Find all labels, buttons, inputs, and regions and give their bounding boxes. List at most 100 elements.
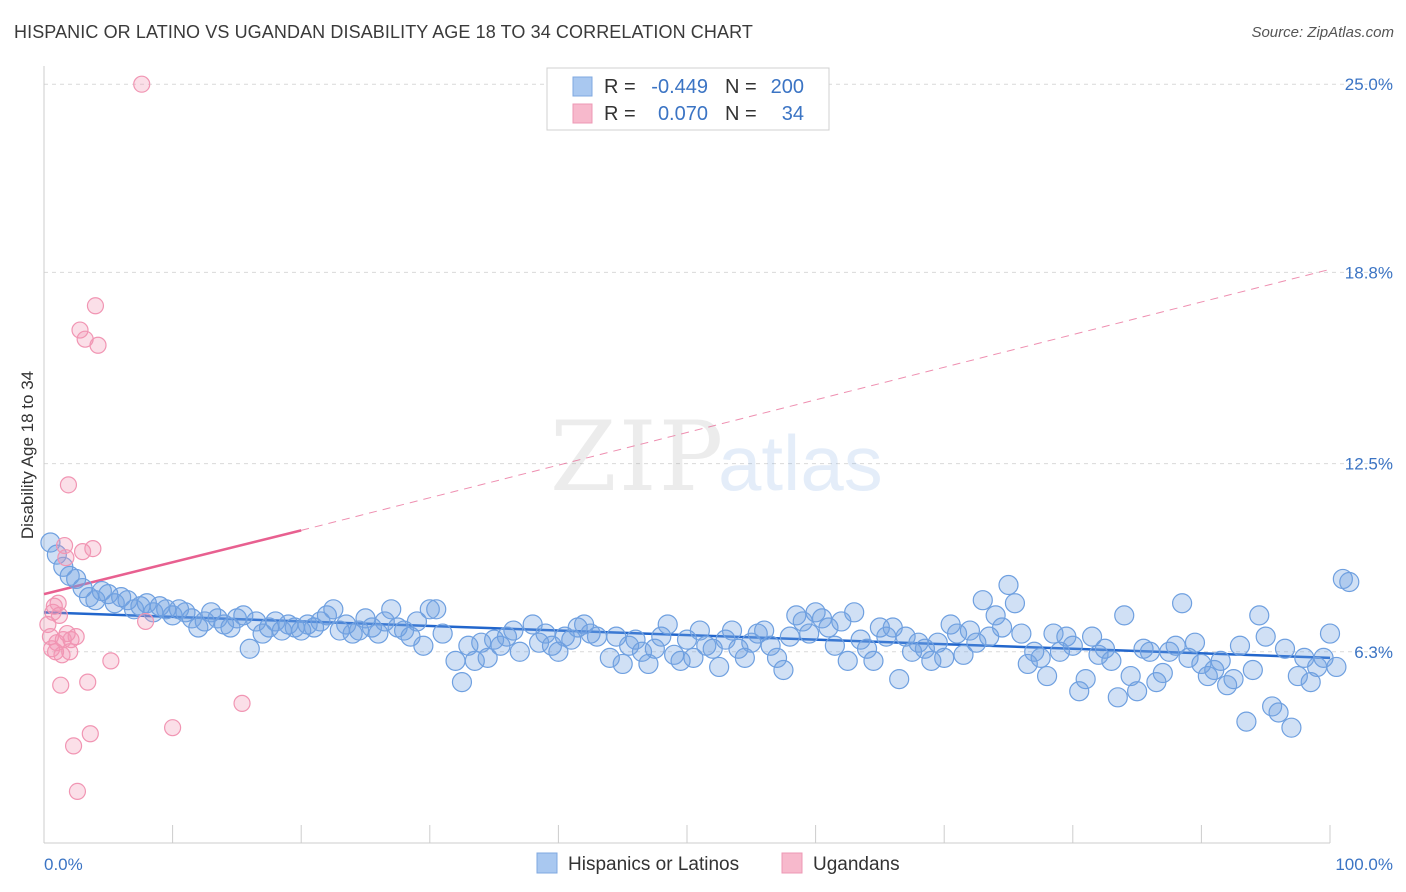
bottom-legend-swatch-blue — [536, 852, 558, 874]
legend-r-label-1: R = — [604, 76, 636, 98]
hispanic-point-160 — [1088, 644, 1109, 665]
hispanic-point-64 — [458, 635, 479, 656]
source-label: Source: ZipAtlas.com — [1251, 24, 1394, 41]
hispanic-point-23 — [188, 617, 209, 638]
hispanic-point-103 — [721, 620, 743, 641]
hispanic-point-190 — [1281, 717, 1302, 738]
hispanic-point-171 — [1159, 641, 1180, 662]
hispanic-point-172 — [1165, 635, 1186, 656]
hispanic-point-90 — [638, 653, 659, 675]
hispanic-point-108 — [754, 620, 775, 641]
trend-lines — [43, 268, 1331, 660]
hispanic-point-179 — [1210, 650, 1231, 671]
hispanic-point-188 — [1268, 702, 1289, 723]
hispanic-point-110 — [766, 647, 788, 668]
hispanic-point-84 — [599, 647, 620, 668]
hispanic-point-141 — [966, 632, 987, 653]
hispanic-point-30 — [233, 605, 254, 626]
y-tick-label-0: 6.3% — [1354, 643, 1393, 662]
hispanic-point-51 — [368, 623, 389, 644]
hispanic-point-58 — [413, 635, 434, 656]
hispanic-point-133 — [914, 638, 936, 659]
legend-box — [546, 67, 830, 131]
ugandan-point-22 — [73, 543, 92, 561]
hispanic-point-121 — [837, 650, 858, 671]
hispanic-point-189 — [1274, 638, 1296, 659]
hispanic-point-182 — [1229, 635, 1251, 656]
hispanic-point-44 — [323, 599, 344, 620]
hispanic-point-161 — [1094, 638, 1116, 659]
hispanic-point-50 — [361, 617, 383, 638]
hispanic-point-183 — [1236, 711, 1257, 732]
hispanic-point-48 — [348, 620, 370, 641]
legend-r-value-1: -0.449 — [651, 76, 708, 98]
hispanic-point-164 — [1114, 605, 1135, 626]
hispanic-point-151 — [1030, 647, 1051, 668]
hispanic-point-125 — [863, 650, 884, 671]
hispanic-point-83 — [586, 626, 608, 647]
hispanic-point-168 — [1139, 641, 1161, 662]
legend-n-value-1: 200 — [771, 76, 804, 98]
x-tick-label-max: 100.0% — [1335, 855, 1393, 874]
ugandan-point-21 — [71, 321, 89, 339]
x-ticks — [43, 825, 1331, 843]
ugandan-trend-line-extended — [301, 268, 1331, 531]
hispanic-point-116 — [805, 602, 826, 623]
ugandan-point-28 — [89, 336, 107, 354]
ugandan-point-8 — [50, 606, 69, 624]
ugandan-point-24 — [79, 673, 97, 691]
hispanic-point-60 — [426, 599, 447, 620]
hispanic-point-98 — [689, 620, 710, 641]
bottom-legend-label-hispanic: Hispanics or Latinos — [568, 854, 739, 875]
hispanic-point-145 — [991, 617, 1013, 638]
y-tick-label-1: 12.5% — [1345, 455, 1393, 474]
hispanic-point-87 — [619, 635, 640, 656]
hispanic-point-97 — [683, 647, 704, 668]
legend-n-label-2: N = — [725, 103, 757, 125]
hispanic-point-111 — [773, 659, 794, 681]
gridlines — [44, 83, 1394, 653]
ugandan-point-31 — [136, 612, 155, 631]
hispanic-point-31 — [239, 638, 260, 659]
hispanic-point-181 — [1223, 669, 1244, 690]
hispanic-point-196 — [1319, 623, 1341, 644]
hispanic-point-130 — [895, 626, 916, 647]
hispanic-point-152 — [1036, 665, 1058, 687]
hispanic-point-149 — [1017, 653, 1038, 675]
hispanic-point-144 — [985, 605, 1006, 626]
hispanic-point-91 — [644, 638, 665, 659]
bottom-legend-label-ugandan: Ugandans — [813, 854, 900, 875]
hispanic-point-57 — [406, 611, 428, 632]
ugandan-point-29 — [102, 652, 120, 670]
y-tick-label-2: 18.8% — [1345, 263, 1393, 282]
ugandan-point-32 — [164, 719, 182, 737]
top-legend: R = -0.449 N = 200 R = 0.070 N = 34 — [546, 67, 830, 131]
hispanic-point-10 — [104, 593, 125, 614]
ugandan-point-13 — [57, 549, 75, 567]
hispanic-point-67 — [477, 647, 498, 668]
hispanic-point-136 — [934, 647, 955, 668]
hispanic-point-170 — [1152, 662, 1173, 684]
hispanic-point-177 — [1197, 665, 1218, 687]
hispanic-point-166 — [1126, 681, 1148, 702]
hispanic-point-142 — [972, 590, 993, 611]
hispanic-point-135 — [927, 632, 948, 653]
hispanic-point-0 — [40, 532, 61, 553]
ugandan-points — [39, 75, 251, 801]
hispanic-point-41 — [303, 617, 325, 638]
ugandan-point-27 — [86, 297, 105, 315]
hispanic-point-112 — [779, 626, 800, 647]
ugandan-point-9 — [52, 676, 70, 694]
hispanic-point-186 — [1255, 626, 1276, 647]
hispanic-point-79 — [561, 629, 582, 650]
hispanic-point-75 — [535, 623, 556, 644]
hispanic-point-173 — [1172, 593, 1193, 614]
hispanic-point-21 — [175, 602, 196, 623]
hispanic-point-150 — [1024, 641, 1045, 662]
hispanic-point-61 — [432, 623, 453, 644]
hispanic-point-146 — [998, 574, 1019, 596]
hispanic-point-33 — [252, 623, 273, 644]
hispanic-point-174 — [1178, 647, 1199, 668]
ugandan-trend-line — [43, 529, 302, 596]
hispanic-point-34 — [258, 617, 280, 638]
